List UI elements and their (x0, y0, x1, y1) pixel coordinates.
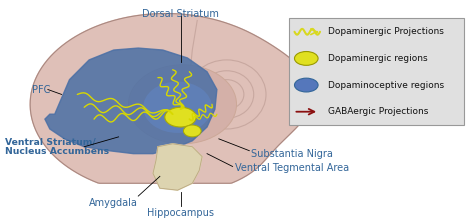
Text: Dopaminergic regions: Dopaminergic regions (328, 54, 428, 63)
Text: Ventral Striatum/
Nucleus Accumbens: Ventral Striatum/ Nucleus Accumbens (5, 137, 109, 156)
Ellipse shape (183, 125, 201, 137)
Text: Dopaminoceptive regions: Dopaminoceptive regions (328, 81, 444, 90)
Text: PFC: PFC (32, 84, 51, 95)
Text: Substantia Nigra: Substantia Nigra (251, 149, 333, 159)
Ellipse shape (143, 82, 212, 133)
Text: Hippocampus: Hippocampus (147, 208, 214, 218)
Ellipse shape (294, 51, 318, 65)
Text: Amygdala: Amygdala (89, 198, 138, 208)
Text: Ventral Tegmental Area: Ventral Tegmental Area (235, 164, 349, 173)
Text: Dopaminergic Projections: Dopaminergic Projections (328, 27, 444, 36)
Text: Dorsal Striatum: Dorsal Striatum (142, 9, 219, 19)
FancyBboxPatch shape (289, 19, 464, 125)
Ellipse shape (165, 107, 196, 127)
Polygon shape (30, 13, 313, 183)
Polygon shape (153, 144, 202, 190)
Polygon shape (45, 48, 217, 154)
Ellipse shape (128, 65, 237, 144)
Ellipse shape (294, 78, 318, 92)
Text: GABAergic Projections: GABAergic Projections (328, 107, 428, 116)
